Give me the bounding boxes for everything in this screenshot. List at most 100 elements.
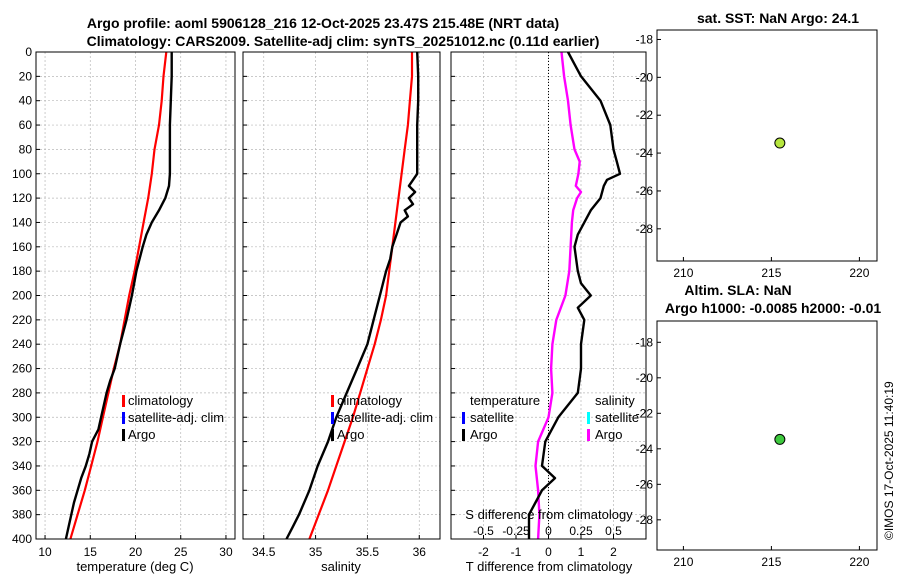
latitude-tick-label: -26 xyxy=(636,184,654,198)
map-frame xyxy=(656,29,878,262)
map-frame xyxy=(656,320,878,551)
argo-salinity-line xyxy=(285,51,420,540)
x-tick-label: 0 xyxy=(545,545,552,559)
temperature-panel: 10 15 20 25 30020406080100120140160180200220… xyxy=(12,45,236,559)
depth-tick-label: 240 xyxy=(12,337,32,351)
x-tick-label: -2 xyxy=(478,545,489,559)
difference-panel: -2 -1 0 1 2 -0.5 -0.25 0 0.25 0.5 xyxy=(450,51,647,559)
s-difference-tick-label: -0.5 xyxy=(473,524,494,538)
plot-frame xyxy=(35,51,236,540)
legend-swatch-t-satellite xyxy=(462,412,465,424)
sst-map-title: sat. SST: NaN Argo: 24.1 xyxy=(697,10,859,26)
legend-label-satellite: satellite-adj. clim xyxy=(337,410,433,425)
main-title-line2: Climatology: CARS2009. Satellite-adj cli… xyxy=(87,33,600,49)
main-title-line1: Argo profile: aoml 5906128_216 12-Oct-20… xyxy=(87,15,559,31)
depth-tick-label: 80 xyxy=(19,142,33,156)
legend-swatch-s-argo xyxy=(587,429,590,441)
x-tick-label: 35.5 xyxy=(356,545,380,559)
latitude-tick-label: -28 xyxy=(636,222,654,236)
imos-timestamp: ©IMOS 17-Oct-2025 11:40:19 xyxy=(882,381,896,540)
legend-swatch-s-satellite xyxy=(587,412,590,424)
depth-tick-label: 280 xyxy=(12,386,32,400)
argo-float-position-marker xyxy=(774,137,786,149)
x-tick-label: 10 xyxy=(38,545,52,559)
legend-label-temperature: temperature xyxy=(470,393,540,408)
legend-swatch-climatology xyxy=(122,395,125,407)
depth-tick-label: 400 xyxy=(12,532,32,546)
latitude-tick-label: -28 xyxy=(636,513,654,527)
x-tick-label: 36 xyxy=(413,545,427,559)
temperature-x-label: temperature (deg C) xyxy=(76,559,193,574)
t-difference-x-label: T difference from climatology xyxy=(466,559,633,574)
x-tick-label: 1 xyxy=(578,545,585,559)
s-difference-tick-label: -0.25 xyxy=(502,524,530,538)
depth-tick-label: 160 xyxy=(12,240,32,254)
s-difference-tick-label: 0 xyxy=(545,524,552,538)
salinity-legend: climatology satellite-adj. clim Argo xyxy=(331,393,433,442)
x-tick-label: 20 xyxy=(129,545,143,559)
argo-temperature-line xyxy=(64,52,173,540)
legend-label-argo: Argo xyxy=(128,427,155,442)
climatology-temperature-line xyxy=(69,51,168,540)
legend-label-t-argo: Argo xyxy=(470,427,497,442)
s-difference-tick-label: 0.25 xyxy=(569,524,593,538)
legend-label-satellite: satellite-adj. clim xyxy=(128,410,224,425)
depth-tick-label: 340 xyxy=(12,459,32,473)
plot-frame xyxy=(242,51,441,540)
depth-tick-label: 20 xyxy=(19,69,33,83)
depth-tick-label: 200 xyxy=(12,289,32,303)
depth-tick-label: 260 xyxy=(12,362,32,376)
x-tick-label: 34.5 xyxy=(252,545,276,559)
legend-label-salinity: salinity xyxy=(595,393,635,408)
sst-location-panel: -18 -20 -22 -24 -26 -28 210 215 220 xyxy=(636,29,878,280)
depth-tick-label: 60 xyxy=(19,118,33,132)
climatology-salinity-line xyxy=(308,52,414,540)
latitude-tick-label: -20 xyxy=(636,371,654,385)
plot-frame xyxy=(450,51,647,540)
x-tick-label: 30 xyxy=(219,545,233,559)
s-difference-tick-label: 0.5 xyxy=(605,524,622,538)
depth-tick-label: 300 xyxy=(12,410,32,424)
depth-tick-label: 140 xyxy=(12,215,32,229)
legend-swatch-satellite xyxy=(122,412,125,424)
latitude-tick-label: -20 xyxy=(636,70,654,84)
x-tick-label: 25 xyxy=(174,545,188,559)
x-tick-label: 2 xyxy=(610,545,617,559)
x-tick-label: -1 xyxy=(511,545,522,559)
legend-swatch-climatology xyxy=(331,395,334,407)
sla-map-title-line1: Altim. SLA: NaN xyxy=(684,282,791,298)
longitude-tick-label: 215 xyxy=(761,266,781,280)
latitude-tick-label: -18 xyxy=(636,335,654,349)
x-tick-label: 15 xyxy=(84,545,98,559)
legend-label-s-satellite: satellite xyxy=(595,410,639,425)
sla-location-panel: -18 -20 -22 -24 -26 -28 210 215 220 xyxy=(636,320,878,569)
depth-tick-label: 380 xyxy=(12,508,32,522)
longitude-tick-label: 210 xyxy=(673,555,693,569)
salinity-panel: 34.5 35 35.5 36 xyxy=(242,51,441,559)
legend-label-argo: Argo xyxy=(337,427,364,442)
depth-tick-label: 0 xyxy=(25,45,32,59)
sla-map-title-line2: Argo h1000: -0.0085 h2000: -0.01 xyxy=(665,300,882,316)
latitude-tick-label: -24 xyxy=(636,442,654,456)
legend-label-climatology: climatology xyxy=(337,393,403,408)
s-difference-x-label: S difference from climatology xyxy=(465,507,633,522)
latitude-tick-label: -22 xyxy=(636,406,654,420)
argo-float-position-marker xyxy=(774,433,786,445)
latitude-tick-label: -24 xyxy=(636,146,654,160)
legend-label-t-satellite: satellite xyxy=(470,410,514,425)
depth-tick-label: 120 xyxy=(12,191,32,205)
temperature-legend: climatology satellite-adj. clim Argo xyxy=(122,393,224,442)
legend-swatch-satellite xyxy=(331,412,334,424)
longitude-tick-label: 215 xyxy=(761,555,781,569)
longitude-tick-label: 210 xyxy=(673,266,693,280)
depth-tick-label: 100 xyxy=(12,167,32,181)
latitude-tick-label: -18 xyxy=(636,32,654,46)
legend-label-s-argo: Argo xyxy=(595,427,622,442)
depth-tick-label: 220 xyxy=(12,313,32,327)
salinity-x-label: salinity xyxy=(321,559,361,574)
depth-tick-label: 320 xyxy=(12,435,32,449)
depth-tick-label: 360 xyxy=(12,483,32,497)
legend-swatch-argo xyxy=(331,429,334,441)
argo-temperature-difference-line xyxy=(527,51,622,539)
